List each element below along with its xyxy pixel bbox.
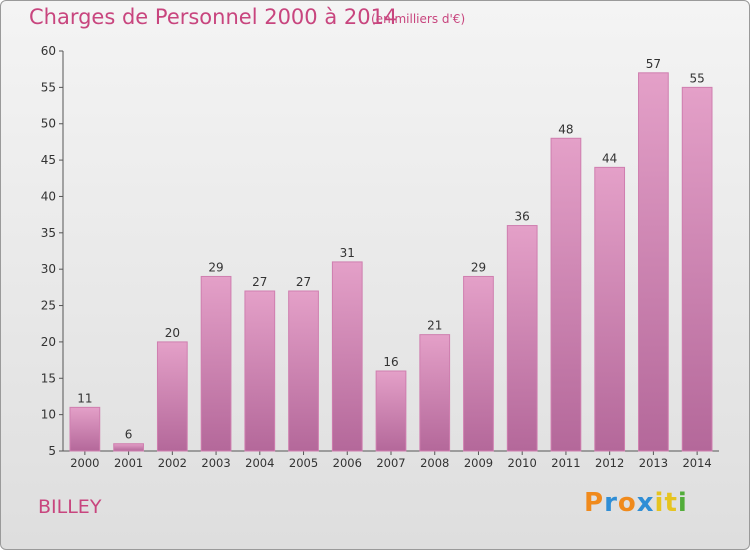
- x-tick-label: 2000: [70, 456, 99, 470]
- x-tick-label: 2012: [595, 456, 624, 470]
- bar: [550, 137, 582, 452]
- x-tick-label: 2001: [114, 456, 143, 470]
- bar: [463, 275, 494, 452]
- bar: [200, 275, 232, 452]
- proxiti-logo: Proxiti: [584, 488, 688, 518]
- bar: [681, 86, 713, 452]
- logo-letter: i: [654, 488, 665, 518]
- bar: [506, 225, 538, 452]
- y-tick-label: 20: [41, 335, 56, 349]
- bar: [419, 334, 451, 452]
- y-tick-label: 55: [41, 80, 56, 94]
- bar: [288, 290, 319, 452]
- logo-letter: r: [604, 488, 618, 518]
- chart-subtitle: (en milliers d'€): [371, 12, 466, 26]
- logo-letter: i: [677, 488, 688, 518]
- bar-value-label: 20: [165, 326, 180, 340]
- bar: [375, 370, 407, 452]
- x-tick-label: 2003: [201, 456, 230, 470]
- y-tick-label: 10: [41, 408, 56, 422]
- x-tick-label: 2008: [420, 456, 449, 470]
- y-tick-label: 40: [41, 189, 56, 203]
- bar-value-label: 44: [602, 151, 617, 165]
- x-tick-label: 2006: [333, 456, 362, 470]
- x-tick-label: 2014: [682, 456, 711, 470]
- x-tick-label: 2011: [551, 456, 580, 470]
- bar-value-label: 57: [646, 57, 661, 71]
- bar-value-label: 6: [125, 428, 133, 442]
- x-tick-label: 2009: [464, 456, 493, 470]
- y-tick-label: 15: [41, 371, 56, 385]
- bar-value-label: 16: [383, 355, 398, 369]
- bar-value-label: 55: [689, 71, 704, 85]
- bar: [69, 406, 101, 452]
- bar-value-label: 48: [558, 122, 573, 136]
- bar-value-label: 21: [427, 319, 442, 333]
- y-tick-label: 60: [41, 44, 56, 58]
- bar: [594, 166, 626, 452]
- logo-letter: t: [664, 488, 678, 518]
- bar-value-label: 27: [296, 275, 311, 289]
- logo-letter: x: [636, 488, 655, 518]
- bar-value-label: 29: [208, 260, 223, 274]
- commune-name: BILLEY: [38, 496, 102, 518]
- logo-letter: P: [584, 488, 605, 518]
- bar-value-label: 36: [515, 210, 530, 224]
- y-tick-label: 45: [41, 153, 56, 167]
- bar-value-label: 11: [77, 391, 92, 405]
- bar: [244, 290, 276, 452]
- y-tick-label: 5: [48, 444, 56, 458]
- y-tick-label: 35: [41, 226, 56, 240]
- y-tick-label: 50: [41, 117, 56, 131]
- bar-value-label: 31: [340, 246, 355, 260]
- y-tick-label: 25: [41, 299, 56, 313]
- bar: [113, 443, 144, 452]
- bar: [156, 341, 188, 452]
- x-tick-label: 2002: [158, 456, 187, 470]
- x-tick-label: 2005: [289, 456, 318, 470]
- bar: [638, 72, 669, 452]
- x-tick-label: 2004: [245, 456, 274, 470]
- chart-title: Charges de Personnel 2000 à 2014: [29, 5, 398, 29]
- logo-letter: o: [617, 488, 637, 518]
- bar-value-label: 29: [471, 260, 486, 274]
- x-tick-label: 2007: [376, 456, 405, 470]
- x-tick-label: 2010: [508, 456, 537, 470]
- bar: [331, 261, 363, 452]
- bar-value-label: 27: [252, 275, 267, 289]
- x-tick-label: 2013: [639, 456, 668, 470]
- y-tick-label: 30: [41, 262, 56, 276]
